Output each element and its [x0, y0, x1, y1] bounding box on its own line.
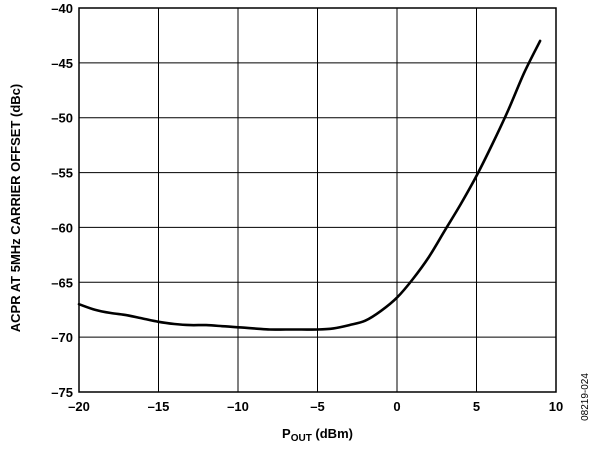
x-axis-label-main: P — [282, 426, 291, 441]
y-tick-label: –65 — [51, 275, 73, 290]
y-tick-label: –50 — [51, 111, 73, 126]
figure-id: 08219-024 — [580, 373, 591, 421]
x-tick-label: –10 — [227, 399, 249, 414]
grid — [78, 7, 557, 393]
y-tick-label: –75 — [51, 385, 73, 400]
x-tick-label: 10 — [549, 399, 563, 414]
x-tick-label: –5 — [310, 399, 324, 414]
x-tick-label: 0 — [393, 399, 400, 414]
y-tick-label: –55 — [51, 166, 73, 181]
y-tick-labels: –40 –45 –50 –55 –60 –65 –70 –75 — [51, 1, 73, 400]
x-axis-label: POUT (dBm) — [282, 426, 353, 444]
x-axis-label-unit: (dBm) — [312, 426, 353, 441]
x-tick-labels: –20 –15 –10 –5 0 5 10 — [68, 399, 563, 414]
x-axis-label-subscript: OUT — [291, 433, 312, 444]
y-axis-label: ACPR AT 5MHz CARRIER OFFSET (dBc) — [8, 84, 23, 332]
y-tick-label: –45 — [51, 56, 73, 71]
x-tick-label: –15 — [148, 399, 170, 414]
x-tick-label: 5 — [473, 399, 480, 414]
series-line — [77, 39, 542, 331]
plot-frame — [78, 7, 557, 393]
y-tick-label: –70 — [51, 330, 73, 345]
x-tick-label: –20 — [68, 399, 90, 414]
y-tick-label: –40 — [51, 1, 73, 16]
y-tick-label: –60 — [51, 220, 73, 235]
